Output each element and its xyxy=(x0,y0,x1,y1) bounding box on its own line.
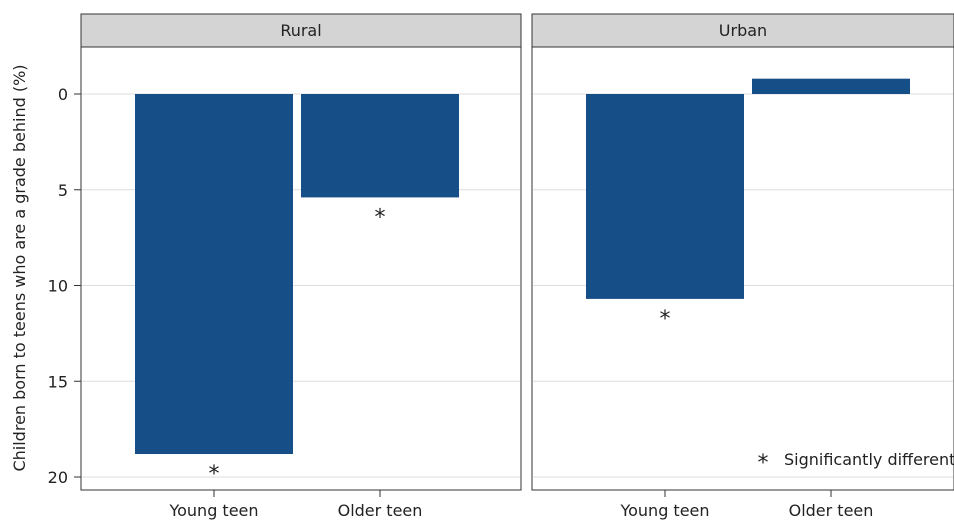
significance-marker: * xyxy=(375,205,386,230)
significance-marker: * xyxy=(660,307,671,332)
bar-urban-young-teen xyxy=(586,94,744,299)
bar-rural-older-teen xyxy=(301,94,459,198)
panel-rural-bars: ** xyxy=(135,94,459,487)
significance-legend: * Significantly different xyxy=(758,450,954,476)
y-axis-ticks: 0 5 10 15 20 xyxy=(48,85,81,487)
x-tick-label: Older teen xyxy=(338,501,423,520)
y-tick-label: 10 xyxy=(48,277,68,296)
y-tick-label: 5 xyxy=(58,181,68,200)
significance-legend-marker: * xyxy=(758,451,769,476)
x-tick-label: Young teen xyxy=(619,501,709,520)
panel-urban-frame xyxy=(531,46,954,491)
x-tick-label: Older teen xyxy=(789,501,874,520)
y-tick-label: 15 xyxy=(48,372,68,391)
panel-rural-strip xyxy=(80,13,522,48)
x-tick-label: Young teen xyxy=(168,501,258,520)
panel-rural-frame xyxy=(80,46,522,491)
y-tick-label: 20 xyxy=(48,468,68,487)
panel-urban: Urban * Young teen Older teen xyxy=(531,13,954,520)
bar-rural-young-teen xyxy=(135,94,293,455)
significance-legend-label: Significantly different xyxy=(784,450,954,469)
panel-urban-bars: * xyxy=(586,78,910,332)
bar-urban-older-teen xyxy=(752,78,910,94)
panel-rural-title: Rural xyxy=(280,21,321,40)
y-tick-label: 0 xyxy=(58,85,68,104)
panel-rural-x-labels: Young teen Older teen xyxy=(168,490,422,520)
panel-urban-x-labels: Young teen Older teen xyxy=(619,490,873,520)
panel-urban-title: Urban xyxy=(719,21,767,40)
y-axis-title: Children born to teens who are a grade b… xyxy=(10,64,29,471)
significance-marker: * xyxy=(209,462,220,487)
